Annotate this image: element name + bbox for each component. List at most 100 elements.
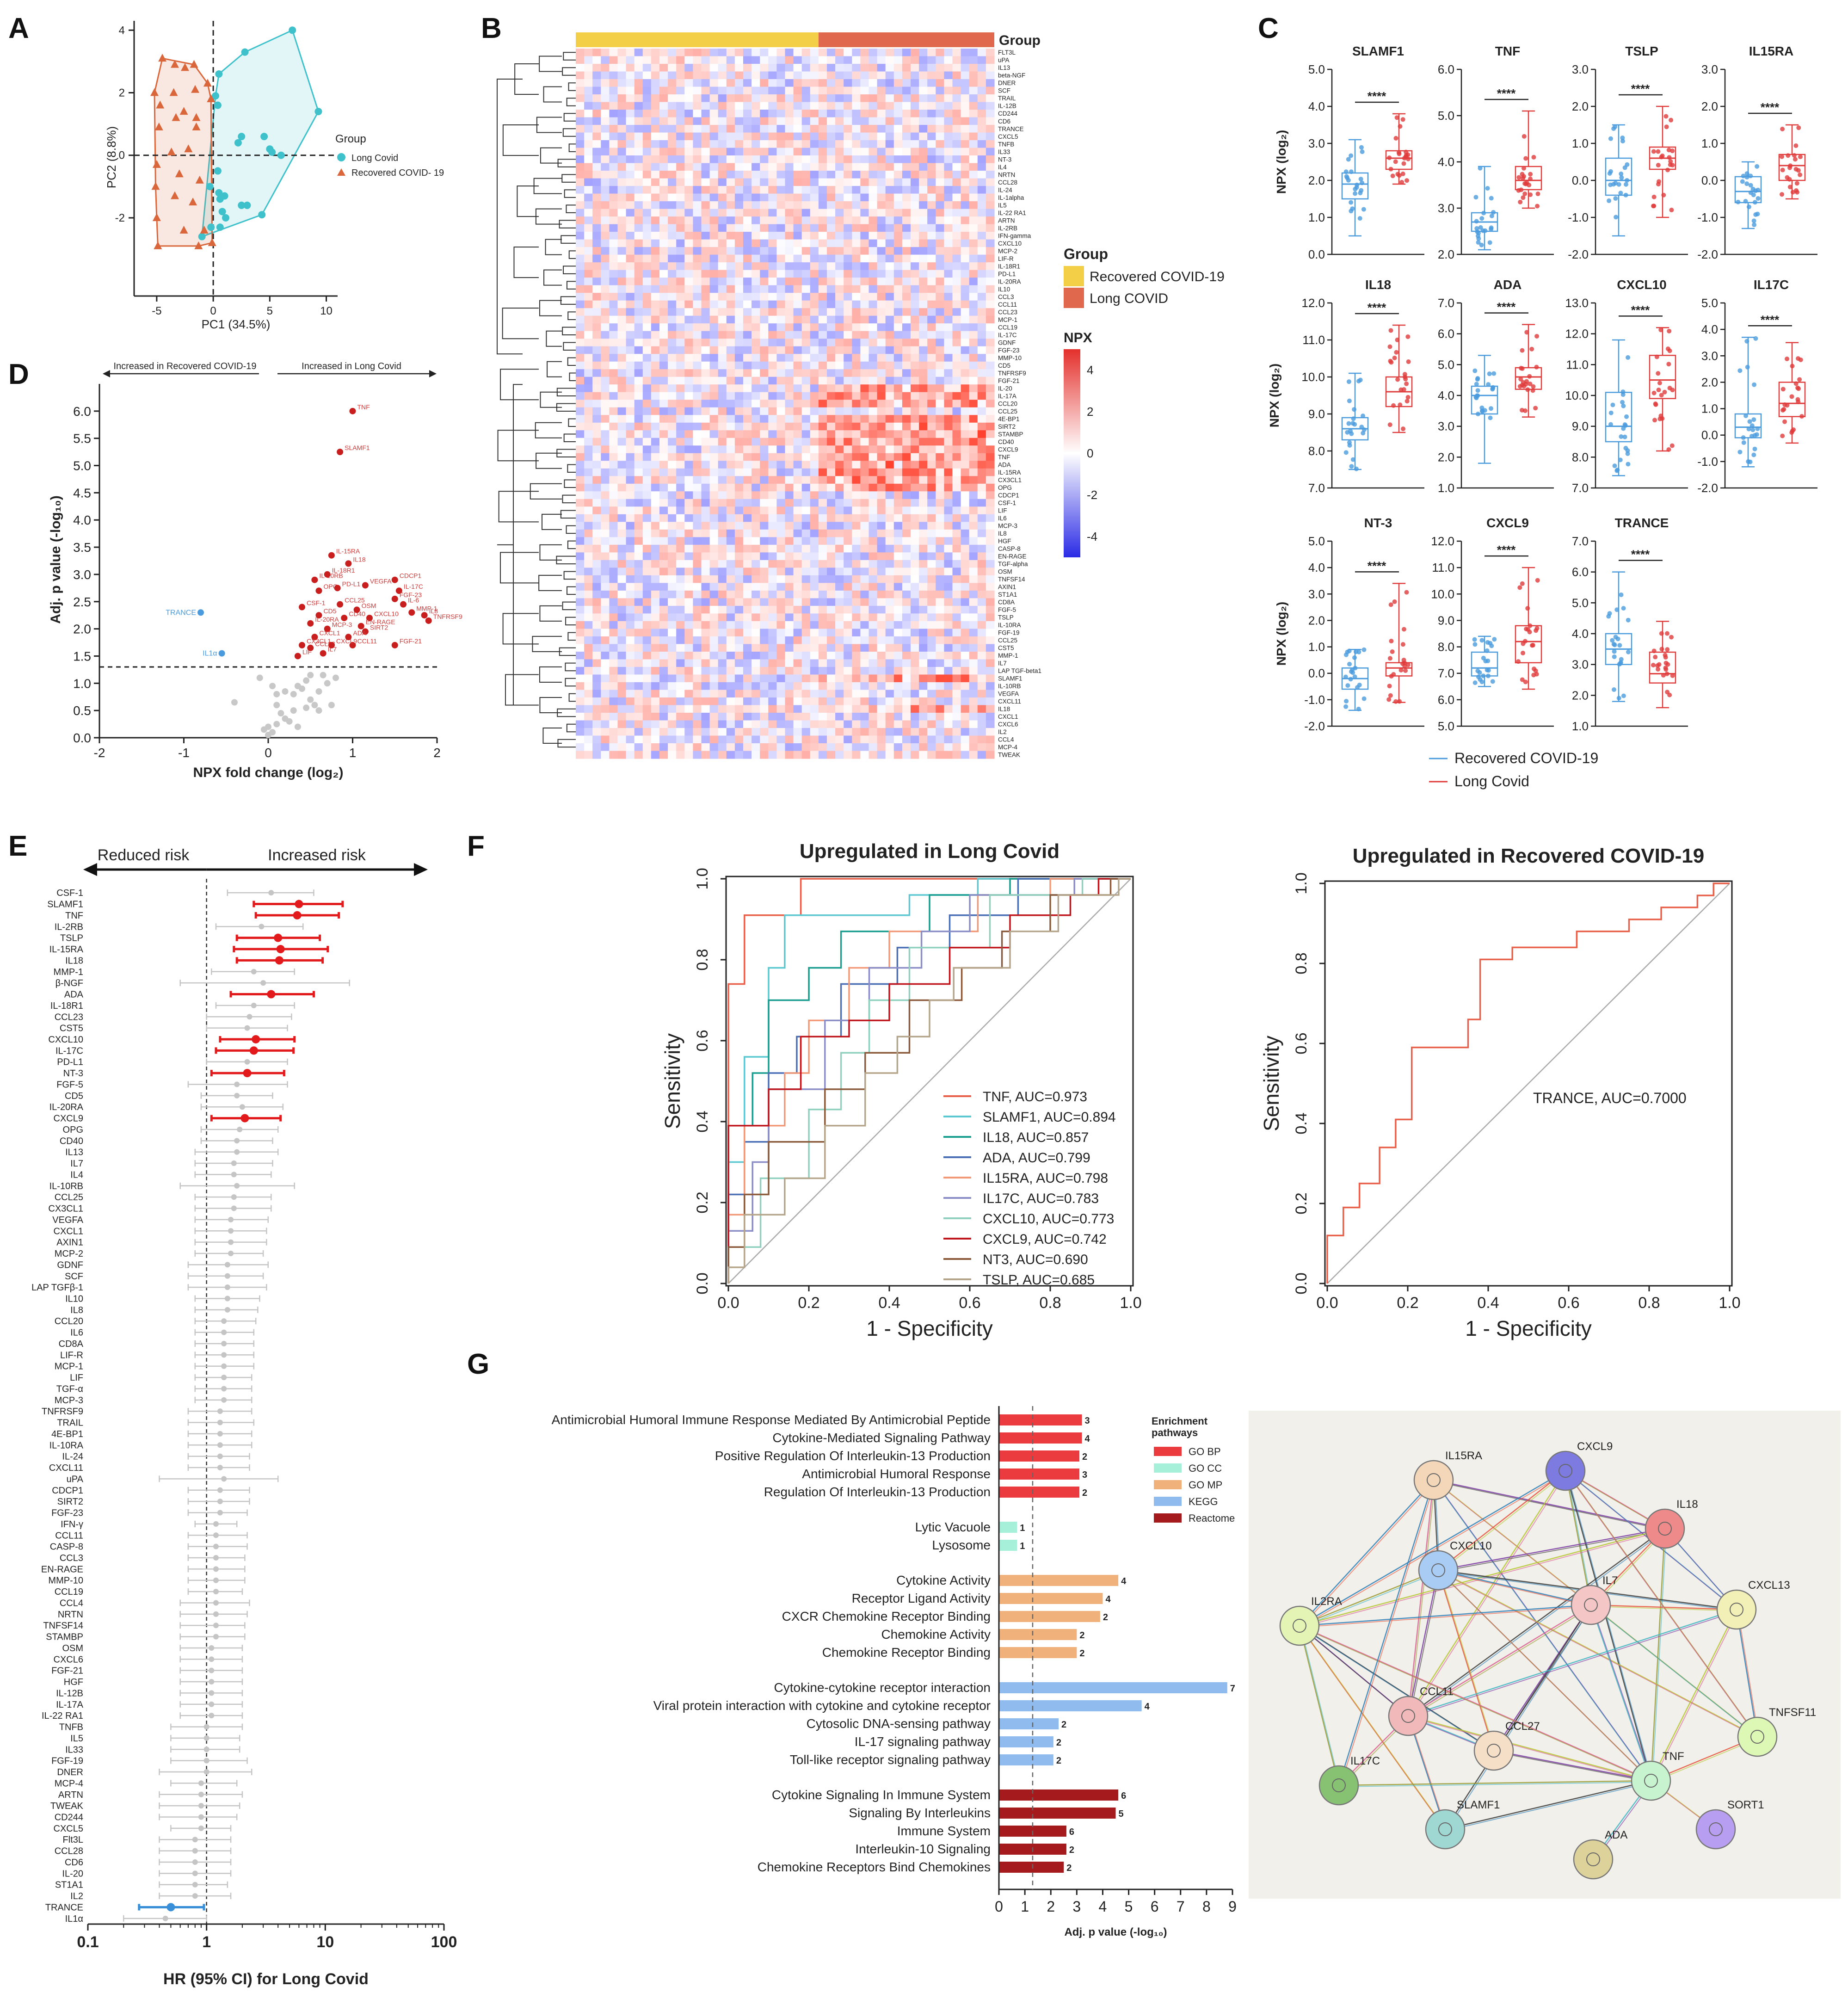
heatmap-cell [776, 224, 786, 232]
heatmap-cell [827, 239, 836, 247]
heatmap-cell [827, 331, 836, 339]
heatmap-cell [852, 697, 861, 706]
heatmap-cell [609, 506, 618, 515]
heatmap-cell [659, 254, 668, 263]
heatmap-cell [944, 384, 953, 393]
heatmap-cell [877, 79, 886, 87]
heatmap-cell [893, 155, 903, 164]
heatmap-cell [584, 102, 593, 110]
heatmap-cell [801, 407, 811, 415]
heatmap-cell [835, 445, 844, 454]
heatmap-cell [810, 369, 819, 377]
heatmap-cell [684, 71, 693, 80]
heatmap-cell [576, 751, 585, 759]
heatmap-cell [709, 224, 719, 232]
heatmap-cell [642, 720, 652, 728]
heatmap-cell [986, 193, 995, 202]
heatmap-cell [601, 636, 610, 645]
heatmap-cell [919, 476, 928, 484]
heatmap-cell [634, 583, 643, 591]
heatmap-cell [977, 247, 986, 255]
heatmap-cell [827, 56, 836, 64]
heatmap-cell [760, 400, 769, 408]
heatmap-cell [576, 499, 585, 507]
heatmap-cell [718, 712, 727, 721]
heatmap-cell [911, 598, 919, 606]
heatmap-cell [752, 315, 760, 324]
heatmap-cell [785, 392, 794, 400]
heatmap-cell [877, 461, 886, 469]
heatmap-cell [642, 71, 652, 80]
heatmap-cell [693, 522, 702, 530]
heatmap-cell [668, 697, 677, 706]
heatmap-cell [911, 232, 919, 240]
heatmap-cell [709, 300, 719, 309]
heatmap-cell [642, 529, 652, 537]
heatmap-cell [877, 560, 886, 568]
heatmap-cell [952, 621, 961, 629]
heatmap-cell [885, 323, 894, 332]
heatmap-cell [986, 552, 995, 561]
heatmap-cell [668, 705, 677, 713]
heatmap-cell [760, 86, 769, 95]
heatmap-cell [676, 163, 685, 171]
heatmap-cell [609, 209, 618, 217]
heatmap-cell [877, 209, 886, 217]
heatmap-cell [936, 216, 944, 225]
heatmap-cell [601, 568, 610, 576]
heatmap-cell [810, 300, 819, 309]
heatmap-cell [609, 666, 618, 675]
heatmap-cell [977, 476, 986, 484]
heatmap-cell [684, 674, 693, 683]
heatmap-cell [626, 49, 635, 57]
heatmap-cell [684, 102, 693, 110]
heatmap-cell [961, 568, 970, 576]
heatmap-cell [701, 132, 710, 141]
heatmap-cell [852, 117, 861, 125]
heatmap-cell [634, 728, 643, 736]
heatmap-cell [893, 293, 903, 301]
heatmap-cell [592, 186, 601, 194]
heatmap-cell [919, 125, 928, 133]
dendrogram-branch [559, 647, 576, 656]
heatmap-cell [936, 728, 944, 736]
heatmap-cell [877, 605, 886, 614]
heatmap-cell [852, 560, 861, 568]
heatmap-cell [827, 346, 836, 354]
heatmap-cell [617, 186, 627, 194]
heatmap-cell [576, 598, 585, 606]
heatmap-cell [776, 369, 786, 377]
heatmap-cell [893, 110, 903, 118]
heatmap-cell [718, 94, 727, 103]
heatmap-cell [893, 400, 903, 408]
row-label: FGF-5 [998, 606, 1016, 613]
heatmap-cell [893, 568, 903, 576]
heatmap-cell [927, 438, 936, 446]
heatmap-cell [801, 323, 811, 332]
heatmap-cell [827, 552, 836, 561]
heatmap-cell [860, 384, 869, 393]
heatmap-cell [617, 522, 627, 530]
heatmap-cell [617, 110, 627, 118]
heatmap-cell [634, 376, 643, 385]
heatmap-cell [944, 247, 953, 255]
heatmap-cell [902, 522, 911, 530]
heatmap-cell [793, 445, 802, 454]
heatmap-cell [977, 621, 986, 629]
heatmap-cell [810, 64, 819, 72]
dendrogram-branch [567, 464, 576, 473]
heatmap-cell [919, 247, 928, 255]
heatmap-cell [893, 468, 903, 476]
heatmap-cell [726, 491, 735, 500]
pca-point-recovered [179, 226, 188, 234]
heatmap-cell [944, 49, 953, 57]
heatmap-cell [576, 552, 585, 561]
heatmap-cell [902, 728, 911, 736]
heatmap-cell [718, 339, 727, 347]
group-bar-recovered [576, 32, 819, 47]
heatmap-cell [676, 186, 685, 194]
heatmap-cell [835, 361, 844, 370]
heatmap-cell [760, 697, 769, 706]
heatmap-cell [709, 369, 719, 377]
heatmap-cell [818, 308, 827, 316]
